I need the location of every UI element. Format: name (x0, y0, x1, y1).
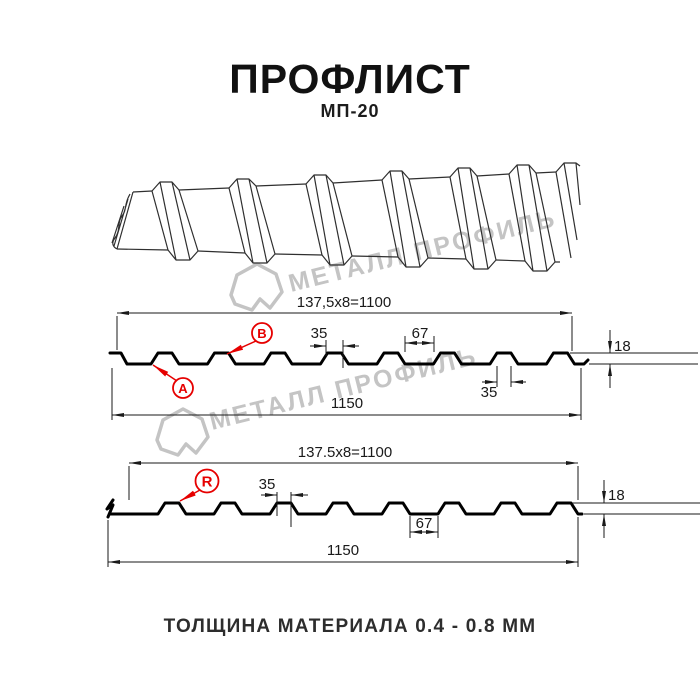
label-b-marker: В (226, 322, 273, 355)
label-a-marker: А (152, 364, 194, 399)
metall-profil-logo-icon (229, 262, 284, 312)
profile-top-dimension-lines (111, 311, 698, 420)
page-title: ПРОФЛИСТ (229, 56, 471, 102)
height-dimension-label: 18 (608, 487, 625, 504)
profile-top-drawing: 137,5x8=1100 35 67 18 35 1150 В А (108, 294, 698, 420)
overall-width-dimension-label: 1150 (331, 395, 363, 412)
pitch-dimension-label: 137.5x8=1100 (298, 444, 392, 461)
profile-top-outline (108, 351, 590, 366)
label-a-letter: А (178, 381, 188, 396)
pan-width-dimension-label: 67 (416, 515, 433, 532)
label-r-marker: R (179, 468, 220, 502)
edge-dimension-label: 35 (481, 384, 498, 401)
profile-bottom-outline (105, 498, 584, 519)
label-b-letter: В (257, 326, 266, 341)
label-r-letter: R (202, 474, 213, 491)
profile-bottom-dimension-lines (107, 461, 700, 567)
rib-width-dimension-label: 35 (311, 325, 328, 342)
page-subtitle: МП-20 (320, 101, 380, 121)
pan-width-dimension-label: 67 (412, 325, 429, 342)
overall-width-dimension-label: 1150 (327, 542, 359, 559)
rib-width-dimension-label: 35 (259, 476, 276, 493)
pitch-dimension-label: 137,5x8=1100 (297, 294, 391, 311)
profile-bottom-drawing: 137.5x8=1100 35 67 18 1150 R (105, 444, 700, 567)
height-dimension-label: 18 (614, 338, 631, 355)
brand-watermark-bottom: МЕТАЛЛ ПРОФИЛЬ (155, 342, 480, 457)
metall-profil-logo-icon (155, 407, 210, 457)
brand-watermark-text: МЕТАЛЛ ПРОФИЛЬ (286, 204, 560, 298)
sheet-3d-drawing (111, 162, 581, 272)
material-thickness-note: ТОЛЩИНА МАТЕРИАЛА 0.4 - 0.8 ММ (163, 616, 537, 637)
